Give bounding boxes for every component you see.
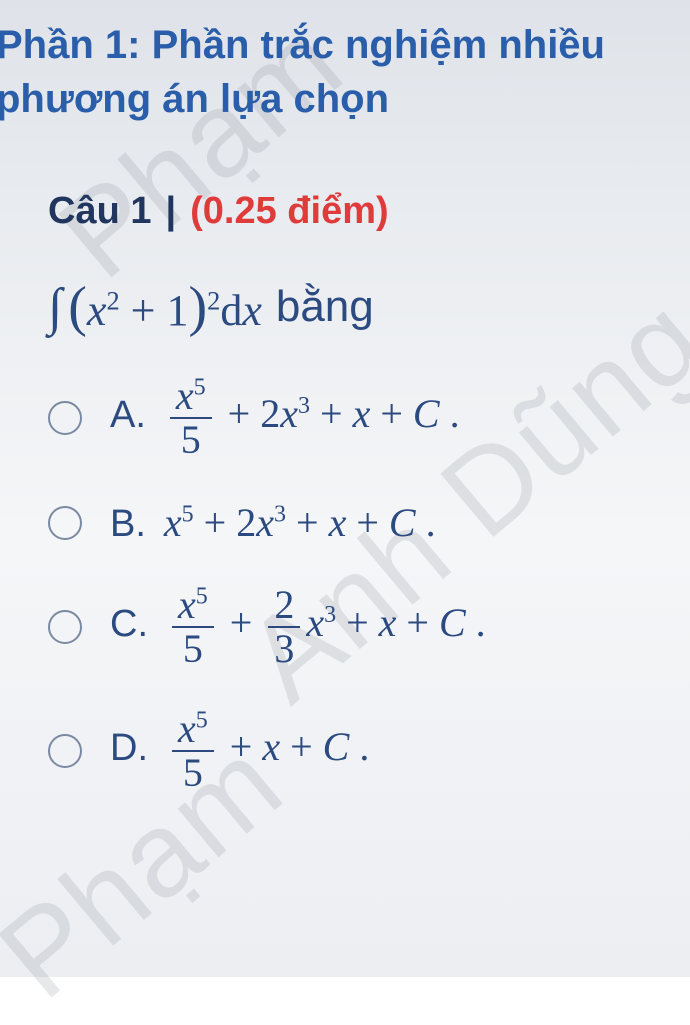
option-b-tail2: + xyxy=(346,500,389,545)
option-d-tail: + xyxy=(230,724,263,769)
option-c-frac1: x5 5 xyxy=(172,584,214,670)
option-a-lead: A. xyxy=(110,394,146,436)
radio-a[interactable] xyxy=(48,401,82,435)
option-c-tail2: + xyxy=(396,600,439,645)
question-stem: ∫ (x2 + 1)2dx bằng xyxy=(48,275,670,339)
option-a-mid-x: x xyxy=(280,391,298,436)
question-points: (0.25 điểm) xyxy=(190,190,389,233)
option-c-c: C xyxy=(439,600,466,645)
question-header: Câu 1 | (0.25 điểm) xyxy=(48,190,670,233)
option-c-tail: + xyxy=(346,600,379,645)
question-card: Câu 1 | (0.25 điểm) ∫ (x2 + 1)2dx bằng A… xyxy=(0,190,690,794)
option-d-frac-den: 5 xyxy=(177,752,209,794)
option-b-tail: + xyxy=(296,500,329,545)
integrand-plus: + 1 xyxy=(120,286,189,335)
option-b-label: B. x5 + 2x3 + x + C . xyxy=(110,499,436,546)
option-a-frac-num-x: x xyxy=(176,373,194,418)
option-d-frac: x5 5 xyxy=(172,708,214,794)
option-b-tail-x: x xyxy=(329,500,347,545)
option-d-tail-x: x xyxy=(262,724,280,769)
option-d-tail2: + xyxy=(280,724,323,769)
section-title-line-2: phương án lựa chọn xyxy=(0,72,686,126)
integrand-x-exp: 2 xyxy=(106,285,119,315)
option-a-mid-exp: 3 xyxy=(298,393,310,419)
option-c-tail-x: x xyxy=(379,600,397,645)
option-d-dot: . xyxy=(349,724,369,769)
option-c-mid-x: x xyxy=(306,600,324,645)
section-title: Phần 1: Phần trắc nghiệm nhiều phương án… xyxy=(0,18,690,126)
question-label: Câu 1 xyxy=(48,190,151,233)
option-c-f1-num-x: x xyxy=(178,582,196,627)
option-d-frac-num-x: x xyxy=(178,706,196,751)
stem-word: bằng xyxy=(276,282,374,332)
option-a-mid: + 2 xyxy=(228,391,281,436)
integrand-outer-exp: 2 xyxy=(207,285,220,315)
option-a-dot: . xyxy=(440,391,460,436)
option-c-f2-num: 2 xyxy=(268,584,300,626)
option-a[interactable]: A. x5 5 + 2x3 + x + C . xyxy=(48,375,670,461)
option-d-lead: D. xyxy=(110,727,148,769)
option-b-mid: + 2 xyxy=(204,500,257,545)
question-separator: | xyxy=(165,190,176,233)
option-c-label: C. x5 5 + 2 3 x3 + x + C . xyxy=(110,584,486,670)
option-c-dot: . xyxy=(466,600,486,645)
option-b-lead: B. xyxy=(110,503,146,545)
option-a-frac: x5 5 xyxy=(170,375,212,461)
option-b-mid-x: x xyxy=(256,500,274,545)
option-b-mid-exp: 3 xyxy=(274,502,286,528)
integrand-x: x xyxy=(87,286,107,335)
dx-x: x xyxy=(242,286,262,335)
option-a-c: C xyxy=(413,391,440,436)
paren-close: ) xyxy=(188,276,207,338)
option-c-frac2: 2 3 xyxy=(268,584,300,670)
option-c-f2-den: 3 xyxy=(268,628,300,670)
option-d-c: C xyxy=(323,724,350,769)
option-b-dot: . xyxy=(416,500,436,545)
option-c-plus1: + xyxy=(230,600,263,645)
options-list: A. x5 5 + 2x3 + x + C . B. x5 + 2x3 xyxy=(48,375,670,794)
option-a-label: A. x5 5 + 2x3 + x + C . xyxy=(110,375,460,461)
option-a-frac-num-exp: 5 xyxy=(194,375,206,401)
integral-sign: ∫ xyxy=(48,278,62,337)
option-b-t1-exp: 5 xyxy=(182,502,194,528)
option-a-tail2: + xyxy=(370,391,413,436)
radio-c[interactable] xyxy=(48,610,82,644)
option-d-label: D. x5 5 + x + C . xyxy=(110,708,369,794)
radio-d[interactable] xyxy=(48,734,82,768)
option-a-frac-den: 5 xyxy=(175,419,207,461)
option-c-mid-exp: 3 xyxy=(324,602,336,628)
option-b[interactable]: B. x5 + 2x3 + x + C . xyxy=(48,499,670,546)
option-c-f1-den: 5 xyxy=(177,628,209,670)
option-c-f1-num-exp: 5 xyxy=(196,584,208,610)
paren-open: ( xyxy=(68,276,87,338)
page-content: Phần 1: Phần trắc nghiệm nhiều phương án… xyxy=(0,0,690,794)
section-title-line-1: Phần 1: Phần trắc nghiệm nhiều xyxy=(0,18,686,72)
option-b-c: C xyxy=(389,500,416,545)
option-b-t1-x: x xyxy=(164,500,182,545)
option-a-tail: + xyxy=(320,391,353,436)
option-a-tail-x: x xyxy=(353,391,371,436)
radio-b[interactable] xyxy=(48,506,82,540)
option-c[interactable]: C. x5 5 + 2 3 x3 + x + C . xyxy=(48,584,670,670)
integrand: (x2 + 1)2dx xyxy=(68,275,262,339)
option-c-lead: C. xyxy=(110,603,148,645)
option-d[interactable]: D. x5 5 + x + C . xyxy=(48,708,670,794)
dx-d: d xyxy=(220,286,242,335)
option-d-frac-num-exp: 5 xyxy=(196,708,208,734)
